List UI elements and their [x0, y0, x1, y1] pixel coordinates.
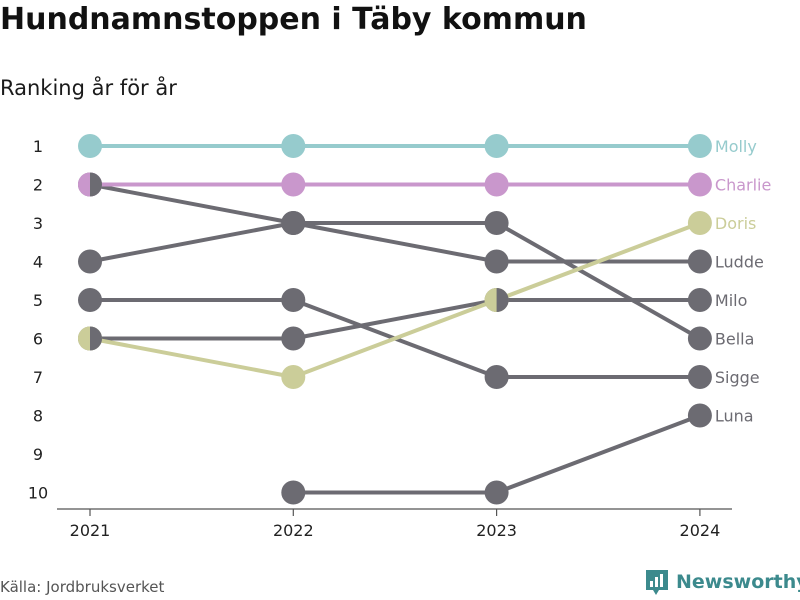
series-line-doris	[88, 221, 702, 379]
data-point-sigge	[78, 288, 102, 312]
data-point-ludde	[687, 249, 712, 274]
data-point-doris	[687, 211, 712, 235]
chart-subtitle: Ranking år för år	[0, 76, 177, 100]
series-label-molly: Molly	[715, 137, 757, 156]
x-tick-label: 2022	[273, 521, 314, 540]
x-tick-label: 2024	[680, 521, 721, 540]
data-point-luna	[281, 480, 306, 505]
series-labels: Molly Charlie Doris Ludde Milo Bella Sigge Luna	[715, 137, 771, 426]
data-point-molly	[78, 134, 102, 158]
y-tick-label: 1	[33, 137, 43, 156]
data-point-charlie	[281, 172, 306, 197]
x-tick-label: 2023	[476, 521, 517, 540]
y-tick-label: 4	[33, 253, 43, 272]
chart-title: Hundnamnstoppen i Täby kommun	[0, 2, 587, 37]
data-point-luna	[484, 480, 509, 505]
y-tick-label: 9	[33, 445, 43, 464]
y-tick-label: 10	[28, 484, 48, 503]
y-tick-label: 8	[33, 407, 43, 426]
data-point-charlie	[687, 172, 712, 197]
series-label-luna: Luna	[715, 407, 754, 426]
series-line-milo	[88, 298, 702, 341]
tie-point-milo	[90, 326, 102, 351]
series-label-milo: Milo	[715, 291, 747, 310]
data-point-ludde	[78, 249, 102, 274]
data-point-charlie	[484, 172, 509, 197]
data-point-molly	[484, 134, 509, 158]
tie-point-charlie	[78, 172, 90, 197]
series-label-sigge: Sigge	[715, 368, 760, 387]
data-point-luna	[687, 403, 712, 428]
y-axis-ticks: 1 2 3 4 5 6 7 8 9 10	[28, 137, 48, 503]
series-line-bella	[88, 182, 702, 341]
y-tick-label: 3	[33, 214, 43, 233]
data-point-molly	[687, 134, 712, 158]
y-tick-label: 6	[33, 330, 43, 349]
tie-point-milo	[496, 288, 509, 312]
data-point-milo	[281, 326, 306, 351]
data-point-ludde	[484, 249, 509, 274]
series-label-ludde: Ludde	[715, 253, 764, 272]
brand-name: Newsworthy	[676, 571, 800, 593]
data-point-bella	[687, 326, 712, 351]
data-point-sigge	[484, 365, 509, 389]
series-label-charlie: Charlie	[715, 176, 771, 195]
series-points	[78, 134, 712, 505]
source-note: Källa: Jordbruksverket	[0, 578, 165, 596]
x-tick-label: 2021	[70, 521, 111, 540]
data-point-bella	[484, 211, 509, 235]
y-tick-label: 7	[33, 368, 43, 387]
data-point-doris	[281, 365, 306, 389]
data-point-sigge	[281, 288, 306, 312]
data-point-sigge	[687, 365, 712, 389]
series-label-doris: Doris	[715, 214, 756, 233]
newsworthy-logo-icon	[646, 570, 668, 595]
y-tick-label: 5	[33, 291, 43, 310]
brand-logo[interactable]: Newsworthy	[644, 568, 800, 596]
series-label-bella: Bella	[715, 330, 755, 349]
tie-point-doris	[78, 326, 90, 351]
tie-point-bella	[90, 172, 102, 197]
y-tick-label: 2	[33, 176, 43, 195]
data-point-bella	[281, 211, 306, 235]
data-point-milo	[687, 288, 712, 312]
data-point-molly	[281, 134, 306, 158]
tie-point-doris	[484, 288, 497, 312]
x-axis: 2021 2022 2023 2024	[57, 508, 732, 540]
series-lines	[88, 144, 702, 495]
